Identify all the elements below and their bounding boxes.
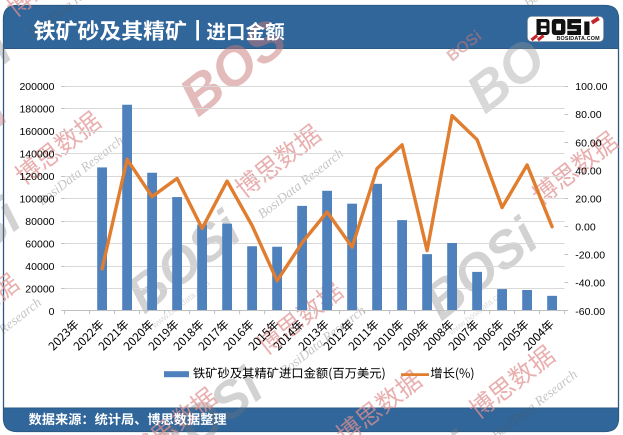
svg-text:40.00: 40.00	[575, 165, 601, 177]
svg-text:60000: 60000	[25, 238, 54, 250]
svg-text:180000: 180000	[19, 104, 54, 116]
svg-text:20.00: 20.00	[575, 193, 601, 205]
svg-text:100.00: 100.00	[575, 81, 607, 93]
svg-text:60.00: 60.00	[575, 137, 601, 149]
svg-text:-20.00: -20.00	[575, 250, 605, 262]
svg-text:160000: 160000	[19, 126, 54, 138]
svg-text:100000: 100000	[19, 193, 54, 205]
svg-text:140000: 140000	[19, 149, 54, 161]
svg-text:40000: 40000	[25, 261, 54, 273]
svg-text:-40.00: -40.00	[575, 278, 605, 290]
svg-text:0.00: 0.00	[575, 222, 596, 234]
svg-text:0: 0	[49, 306, 55, 318]
svg-text:200000: 200000	[19, 81, 54, 93]
svg-text:BOSIDATA.COM: BOSIDATA.COM	[557, 36, 601, 42]
svg-text:80000: 80000	[25, 216, 54, 228]
svg-text:20000: 20000	[25, 283, 54, 295]
svg-text:-60.00: -60.00	[575, 306, 605, 318]
svg-text:80.00: 80.00	[575, 109, 601, 121]
svg-text:120000: 120000	[19, 171, 54, 183]
